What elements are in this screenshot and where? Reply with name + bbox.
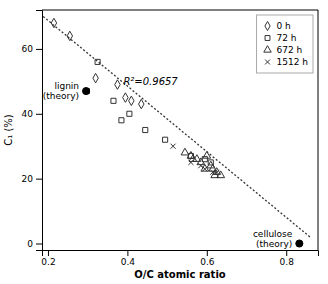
fit-line [43, 16, 310, 237]
frame-line [42, 10, 318, 11]
tick-label: 20 [22, 174, 34, 184]
axis-line [36, 11, 43, 251]
legend-label: 0 h [277, 21, 291, 31]
x-axis: 0.2 0.4 0.6 0.8 [41, 250, 318, 267]
y-axis-title: C₁ (%) [3, 114, 14, 146]
tick-label: 0.8 [280, 257, 295, 267]
labels: lignin(theory) cellulose(theory) R²=0.9657 [43, 76, 293, 249]
legend-symbol [265, 36, 270, 41]
tick: 0.8 [280, 250, 295, 267]
point [163, 137, 168, 142]
plot: 0.2 0.4 0.6 0.8 0 20 40 60 lignin(theory) cellulo… [22, 10, 319, 267]
point [111, 98, 116, 103]
tick-label: 0.2 [41, 257, 55, 267]
tick-mark [286, 250, 287, 256]
point [202, 166, 207, 171]
chart-svg: 0.2 0.4 0.6 0.8 0 20 40 60 lignin(theory) cellulo… [0, 0, 328, 284]
point-label: cellulose(theory) [253, 229, 293, 249]
legend-box [257, 15, 313, 73]
point [296, 240, 303, 247]
legend-symbol [264, 46, 271, 52]
legend: 0 h 72 h 672 h 1512 h [257, 15, 313, 73]
tick-label: 0.6 [200, 257, 215, 267]
tick: 60 [22, 44, 42, 54]
tick-label: 0.4 [121, 257, 136, 267]
point [119, 118, 124, 123]
point [181, 148, 189, 155]
legend-label: 672 h [277, 45, 303, 55]
point [203, 151, 211, 158]
tick-label: 60 [22, 44, 34, 54]
tick-mark [36, 244, 42, 245]
legend-symbol [265, 21, 270, 30]
tick-label: 40 [22, 109, 34, 119]
tick: 0.4 [121, 250, 136, 267]
legend-symbol [265, 60, 270, 65]
axis-line [43, 251, 319, 257]
tick: 20 [22, 174, 42, 184]
annotation: R²=0.9657 [123, 76, 178, 87]
point [83, 88, 90, 95]
point [67, 31, 72, 40]
point [139, 99, 144, 108]
point [95, 59, 100, 64]
tick-mark [127, 250, 128, 256]
x-axis-title: O/C atomic ratio [134, 269, 226, 280]
point [188, 160, 193, 165]
point [143, 127, 148, 132]
legend-label: 1512 h [277, 57, 308, 67]
tick-label: 0 [27, 239, 33, 249]
tick: 40 [22, 109, 42, 119]
point [198, 163, 203, 168]
point [217, 171, 225, 178]
point [129, 96, 134, 105]
tick-mark [48, 250, 49, 256]
point [171, 144, 176, 149]
point [214, 170, 219, 175]
point [123, 93, 128, 102]
y-axis: 0 20 40 60 [22, 11, 43, 251]
tick: 0.2 [41, 250, 55, 267]
point [51, 18, 56, 27]
tick: 0 [27, 239, 42, 249]
point [127, 111, 132, 116]
frame-line [318, 10, 319, 250]
tick: 0.6 [200, 250, 215, 267]
tick-mark [36, 114, 42, 115]
tick-mark [207, 250, 208, 256]
tick-mark [36, 49, 42, 50]
point-label: lignin(theory) [43, 81, 79, 101]
legend-label: 72 h [277, 33, 297, 43]
tick-mark [36, 179, 42, 180]
point [93, 73, 98, 82]
point [115, 80, 120, 89]
chart-container: 0.2 0.4 0.6 0.8 0 20 40 60 lignin(theory) cellulo… [0, 0, 328, 284]
